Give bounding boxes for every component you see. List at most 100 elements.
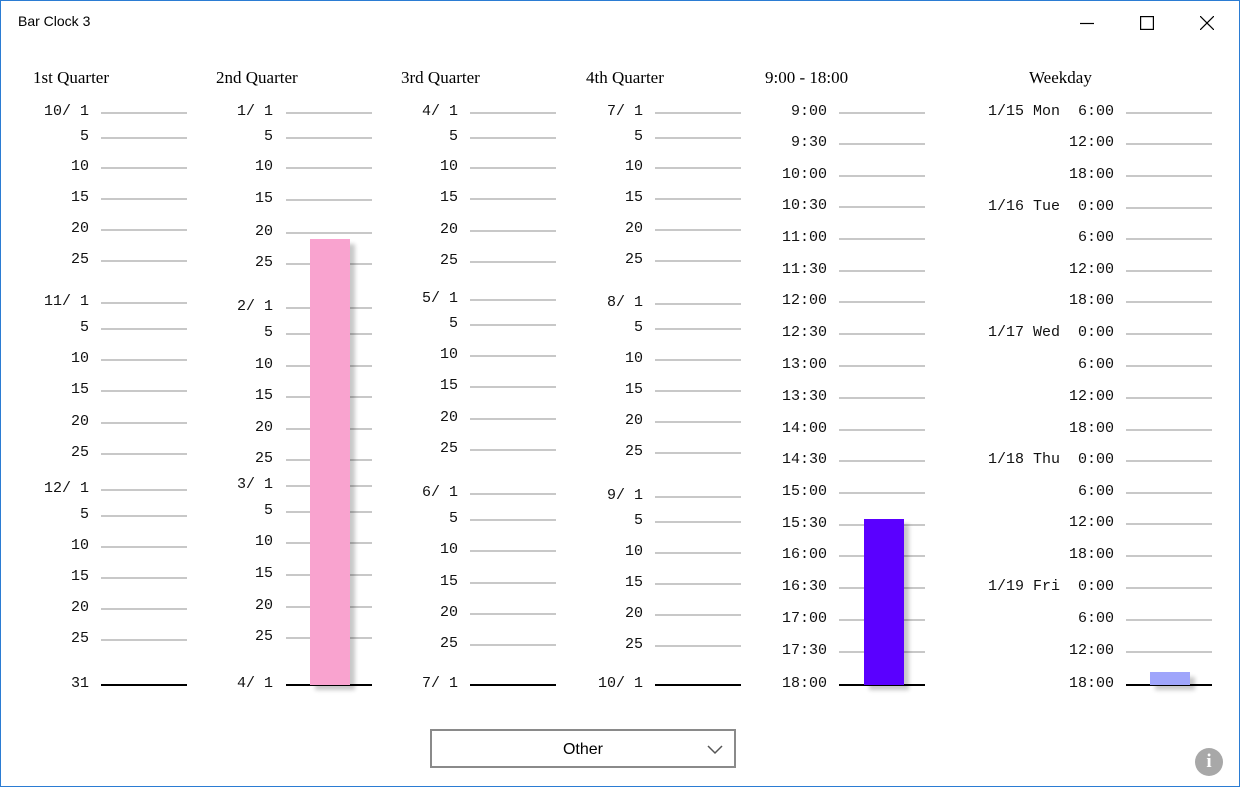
close-button[interactable]	[1177, 1, 1237, 45]
tick-label-hours: 9:30	[790, 134, 827, 151]
tick-label-q3: 15	[439, 189, 458, 206]
tick-line-hours	[839, 333, 925, 335]
tick-label-weekday: 1/18 Thu 0:00	[987, 451, 1114, 468]
tick-label-q4: 20	[624, 220, 643, 237]
tick-label-q1: 15	[70, 189, 89, 206]
tick-line-q1	[101, 390, 187, 392]
tick-label-q4: 20	[624, 605, 643, 622]
tick-line-q3	[470, 112, 556, 114]
tick-label-q3: 6/ 1	[421, 484, 458, 501]
tick-label-q2: 2/ 1	[236, 298, 273, 315]
mode-dropdown[interactable]: Other	[430, 729, 736, 768]
maximize-button[interactable]	[1117, 1, 1177, 45]
tick-label-q4: 25	[624, 443, 643, 460]
tick-label-q4: 15	[624, 381, 643, 398]
tick-line-q1	[101, 302, 187, 304]
tick-line-weekday	[1126, 651, 1212, 653]
tick-label-q3: 15	[439, 573, 458, 590]
tick-label-q2: 20	[254, 223, 273, 240]
chevron-down-icon	[707, 745, 723, 755]
tick-line-q1	[101, 112, 187, 114]
tick-line-q3	[470, 449, 556, 451]
tick-label-q2: 25	[254, 450, 273, 467]
tick-line-q3	[470, 261, 556, 263]
progress-bar-weekday	[1150, 672, 1190, 685]
tick-line-q3	[470, 644, 556, 646]
minimize-button[interactable]	[1057, 1, 1117, 45]
tick-label-q3: 5	[448, 315, 458, 332]
tick-line-q3	[470, 299, 556, 301]
tick-label-q4: 10	[624, 350, 643, 367]
tick-label-q2: 4/ 1	[236, 675, 273, 692]
tick-line-hours	[839, 301, 925, 303]
tick-label-q1: 25	[70, 444, 89, 461]
progress-bar-hours	[864, 519, 904, 685]
tick-label-q2: 10	[254, 356, 273, 373]
column-title-hours: 9:00 - 18:00	[765, 68, 849, 87]
tick-label-q2: 5	[263, 502, 273, 519]
tick-line-weekday	[1126, 333, 1212, 335]
tick-line-q4	[655, 167, 741, 169]
tick-label-weekday: 12:00	[1068, 388, 1114, 405]
tick-label-q3: 4/ 1	[421, 103, 458, 120]
tick-line-weekday	[1126, 112, 1212, 114]
tick-label-weekday: 12:00	[1068, 514, 1114, 531]
tick-label-q2: 15	[254, 387, 273, 404]
tick-line-q3	[470, 355, 556, 357]
tick-line-q4	[655, 260, 741, 262]
tick-line-q4	[655, 390, 741, 392]
tick-line-q4	[655, 198, 741, 200]
tick-line-weekday	[1126, 555, 1212, 557]
info-button[interactable]: i	[1195, 748, 1223, 776]
column-title-weekday: Weekday	[1029, 68, 1092, 87]
tick-label-weekday: 1/15 Mon 6:00	[987, 103, 1114, 120]
tick-line-q2	[286, 167, 372, 169]
tick-line-weekday	[1126, 492, 1212, 494]
tick-line-q4	[655, 303, 741, 305]
maximize-icon	[1140, 16, 1154, 30]
tick-line-q3	[470, 582, 556, 584]
tick-line-weekday	[1126, 460, 1212, 462]
tick-label-q4: 5	[633, 319, 643, 336]
tick-label-q1: 15	[70, 568, 89, 585]
tick-label-q1: 31	[70, 675, 89, 692]
tick-label-q4: 10	[624, 543, 643, 560]
tick-line-q3	[470, 137, 556, 139]
tick-label-q2: 20	[254, 419, 273, 436]
tick-line-q1	[101, 608, 187, 610]
tick-label-q1: 11/ 1	[43, 293, 89, 310]
tick-line-hours	[839, 143, 925, 145]
tick-label-hours: 11:00	[781, 229, 827, 246]
tick-line-hours	[839, 492, 925, 494]
tick-line-q4	[655, 452, 741, 454]
tick-label-hours: 10:30	[781, 197, 827, 214]
mode-dropdown-value: Other	[562, 741, 603, 758]
tick-line-hours	[839, 206, 925, 208]
tick-label-weekday: 18:00	[1068, 166, 1114, 183]
tick-line-weekday	[1126, 619, 1212, 621]
tick-label-q4: 9/ 1	[606, 487, 643, 504]
tick-label-weekday: 18:00	[1068, 675, 1114, 692]
tick-label-q2: 15	[254, 565, 273, 582]
tick-label-q2: 10	[254, 533, 273, 550]
tick-line-hours	[839, 429, 925, 431]
tick-label-weekday: 6:00	[1077, 229, 1114, 246]
tick-label-q2: 5	[263, 128, 273, 145]
tick-line-q1	[101, 328, 187, 330]
tick-label-hours: 10:00	[781, 166, 827, 183]
tick-label-q4: 15	[624, 189, 643, 206]
tick-line-q2	[286, 232, 372, 234]
tick-label-q3: 25	[439, 635, 458, 652]
tick-line-q1	[101, 453, 187, 455]
tick-label-weekday: 12:00	[1068, 642, 1114, 659]
tick-label-q3: 10	[439, 346, 458, 363]
tick-label-q1: 5	[79, 128, 89, 145]
tick-line-q1	[101, 577, 187, 579]
tick-label-q4: 5	[633, 128, 643, 145]
tick-label-q4: 5	[633, 512, 643, 529]
tick-label-q4: 10	[624, 158, 643, 175]
tick-line-q3	[470, 324, 556, 326]
tick-label-hours: 14:00	[781, 420, 827, 437]
tick-label-q1: 25	[70, 630, 89, 647]
